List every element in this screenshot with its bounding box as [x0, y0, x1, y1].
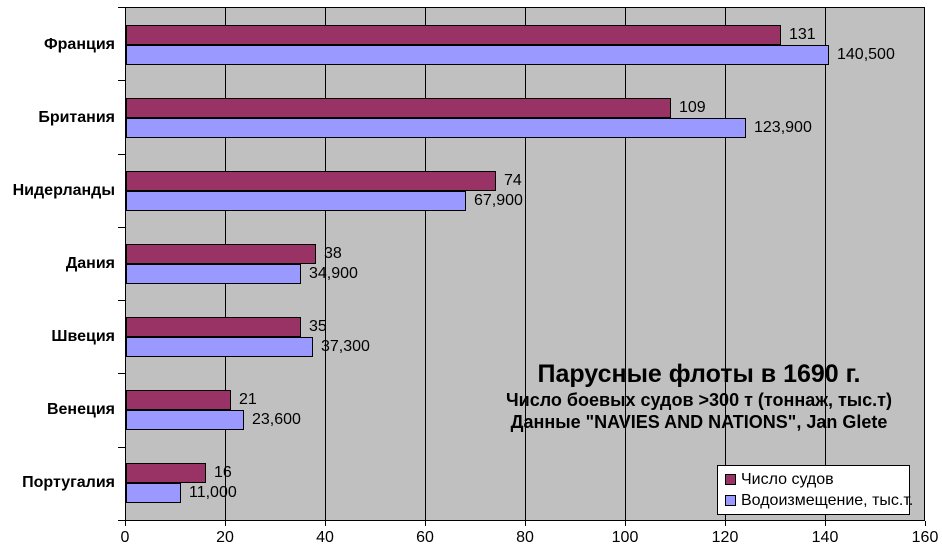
- ships-value-label: 38: [324, 244, 342, 262]
- x-axis-label: 60: [416, 529, 434, 546]
- ships-bar: [126, 24, 781, 45]
- y-axis-tick: [118, 80, 125, 81]
- bar-row: 131 140,500: [126, 8, 924, 81]
- legend-item-ships: Число судов: [725, 471, 909, 489]
- x-axis-tick: [425, 521, 426, 526]
- chart-source: Данные "NAVIES AND NATIONS", Jan Glete: [510, 412, 888, 432]
- x-axis-label: 160: [911, 529, 939, 546]
- ships-series-swatch: [725, 474, 736, 485]
- x-axis-tick: [325, 521, 326, 526]
- gridline: [525, 8, 526, 520]
- x-axis-label: 100: [611, 529, 639, 546]
- y-axis-tick: [118, 520, 125, 521]
- chart-title: Парусные флоты в 1690 г.: [537, 360, 861, 388]
- category-label: Франция: [44, 35, 115, 53]
- gridline: [825, 8, 826, 520]
- category-label: Нидерланды: [12, 181, 115, 199]
- bar-row: 21 23,600: [126, 374, 924, 447]
- y-axis-tick: [118, 373, 125, 374]
- x-axis-tick: [125, 521, 126, 526]
- legend: Число судов Водоизмещение, тыс.т.: [717, 465, 913, 515]
- ships-value-label: 131: [789, 25, 816, 43]
- ships-value-label: 109: [679, 98, 706, 116]
- chart-title-block: Парусные флоты в 1690 г. Число боевых су…: [460, 359, 938, 433]
- y-axis-tick: [118, 154, 125, 155]
- bar-row: 38 34,900: [126, 227, 924, 300]
- bar-row: 109 123,900: [126, 81, 924, 154]
- bar-row: 74 67,900: [126, 154, 924, 227]
- bar-row: 35 37,300: [126, 301, 924, 374]
- category-label: Португалия: [22, 474, 115, 492]
- ships-value-label: 74: [504, 171, 522, 189]
- y-axis-tick: [118, 227, 125, 228]
- displacement-bar: [126, 410, 244, 431]
- x-axis-label: 120: [711, 529, 739, 546]
- ships-bar: [126, 463, 206, 484]
- x-axis-tick: [825, 521, 826, 526]
- displacement-bar: [126, 483, 181, 504]
- ships-value-label: 21: [239, 391, 257, 409]
- displacement-value-label: 34,900: [309, 264, 358, 282]
- displacement-value-label: 140,500: [837, 45, 895, 63]
- displacement-bar: [126, 190, 466, 211]
- legend-item-displacement: Водоизмещение, тыс.т.: [725, 492, 913, 510]
- ships-value-label: 35: [309, 318, 327, 336]
- ships-bar: [126, 317, 301, 338]
- displacement-series-swatch: [725, 495, 736, 506]
- x-axis-label: 20: [216, 529, 234, 546]
- displacement-value-label: 11,000: [189, 484, 237, 502]
- displacement-bar: [126, 263, 301, 284]
- gridline: [625, 8, 626, 520]
- x-axis-tick: [625, 521, 626, 526]
- displacement-bar: [126, 44, 829, 65]
- x-axis-tick: [225, 521, 226, 526]
- chart-subtitle: Число боевых судов >300 т (тоннаж, тыс.т…: [505, 390, 892, 410]
- legend-label-ships: Число судов: [741, 470, 834, 488]
- displacement-value-label: 123,900: [754, 118, 812, 136]
- displacement-bar: [126, 337, 313, 358]
- displacement-value-label: 37,300: [321, 338, 370, 356]
- displacement-bar: [126, 117, 746, 138]
- y-axis-labels: Франция Британия Нидерланды Дания Швеция Вене…: [0, 7, 115, 521]
- y-axis-tick: [118, 300, 125, 301]
- ships-bar: [126, 97, 671, 118]
- x-axis-tick: [925, 521, 926, 526]
- x-axis-label: 40: [316, 529, 334, 546]
- gridline: [425, 8, 426, 520]
- x-axis-tick: [525, 521, 526, 526]
- category-label: Дания: [65, 254, 115, 272]
- x-axis-label: 140: [811, 529, 839, 546]
- displacement-value-label: 23,600: [252, 411, 301, 429]
- y-axis-tick: [118, 447, 125, 448]
- gridline: [325, 8, 326, 520]
- category-label: Британия: [38, 108, 115, 126]
- y-axis-tick: [118, 7, 125, 8]
- ships-bar: [126, 243, 316, 264]
- x-axis-tick: [725, 521, 726, 526]
- displacement-value-label: 67,900: [474, 191, 523, 209]
- ships-bar: [126, 390, 231, 411]
- bar-row: 16 11,000: [126, 447, 924, 520]
- legend-label-displacement: Водоизмещение, тыс.т.: [741, 491, 914, 509]
- x-axis-label: 80: [516, 529, 534, 546]
- ships-bar: [126, 170, 496, 191]
- x-axis-label: 0: [120, 529, 130, 546]
- ships-value-label: 16: [214, 464, 232, 482]
- plot-area: 131 140,500 109 123,900 74 67,900 38 34,900 35 37…: [125, 7, 925, 521]
- gridline: [725, 8, 726, 520]
- category-label: Венеция: [46, 401, 115, 419]
- category-label: Швеция: [51, 328, 115, 346]
